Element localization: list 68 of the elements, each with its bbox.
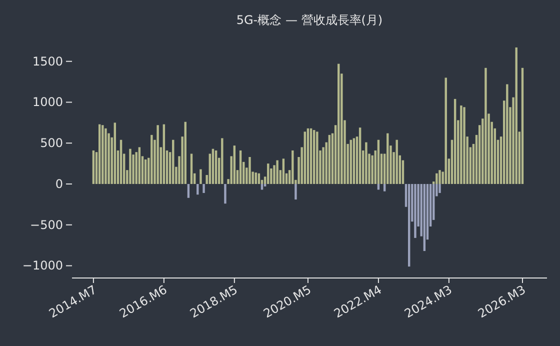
bar [138,147,141,184]
bar [383,184,386,192]
bar [156,125,159,184]
bar [102,125,104,184]
bar [506,84,508,184]
bar [515,47,518,184]
bar [358,128,362,184]
bar [350,140,352,184]
bar [190,154,193,184]
bar [438,170,441,184]
bar [221,138,224,184]
bar [438,184,441,193]
bar [120,140,122,184]
bar [423,184,426,252]
bar [460,106,462,184]
bar [114,122,116,184]
y-tick-label: −1000 [22,258,63,273]
bar [292,150,294,184]
chart-title: 5G-概念 — 營收成長率(月) [236,13,383,27]
bar [414,184,416,238]
bar [306,128,310,184]
bar [214,150,218,184]
bar [239,150,242,184]
bar [484,68,487,184]
bar [276,160,278,184]
bar [454,98,456,184]
y-tick-label: −500 [30,218,63,232]
bar [408,184,410,267]
y-tick-label: 1500 [32,54,63,68]
bar [463,107,466,184]
bar [200,169,202,184]
bar [144,159,147,184]
bar [150,134,153,184]
bar [386,133,389,184]
bar [264,184,266,186]
bar [294,184,297,200]
bar [396,140,398,184]
bar [267,164,270,184]
bar [352,138,356,184]
bar [233,146,236,184]
bar [172,140,174,184]
bar [104,128,107,184]
bar [338,64,340,184]
bar [202,184,205,193]
bar [129,148,132,184]
bar [328,134,331,184]
y-tick-label: 500 [40,136,63,150]
bar [98,124,101,184]
bar [310,128,312,184]
bar [377,140,380,184]
bar [184,122,186,184]
bar [365,142,368,184]
bar [282,158,285,184]
bar [224,184,226,204]
bar [248,157,251,184]
bar [187,184,190,198]
bar [312,130,316,184]
bar [521,68,524,184]
bar [212,148,214,184]
y-tick-label: 0 [55,176,63,191]
bar [92,150,95,184]
bar [444,78,447,184]
bar [162,124,166,184]
bar [304,132,306,184]
bar [316,132,318,184]
bar [254,172,257,184]
y-tick-label: 1000 [32,95,63,110]
bar [436,173,438,184]
